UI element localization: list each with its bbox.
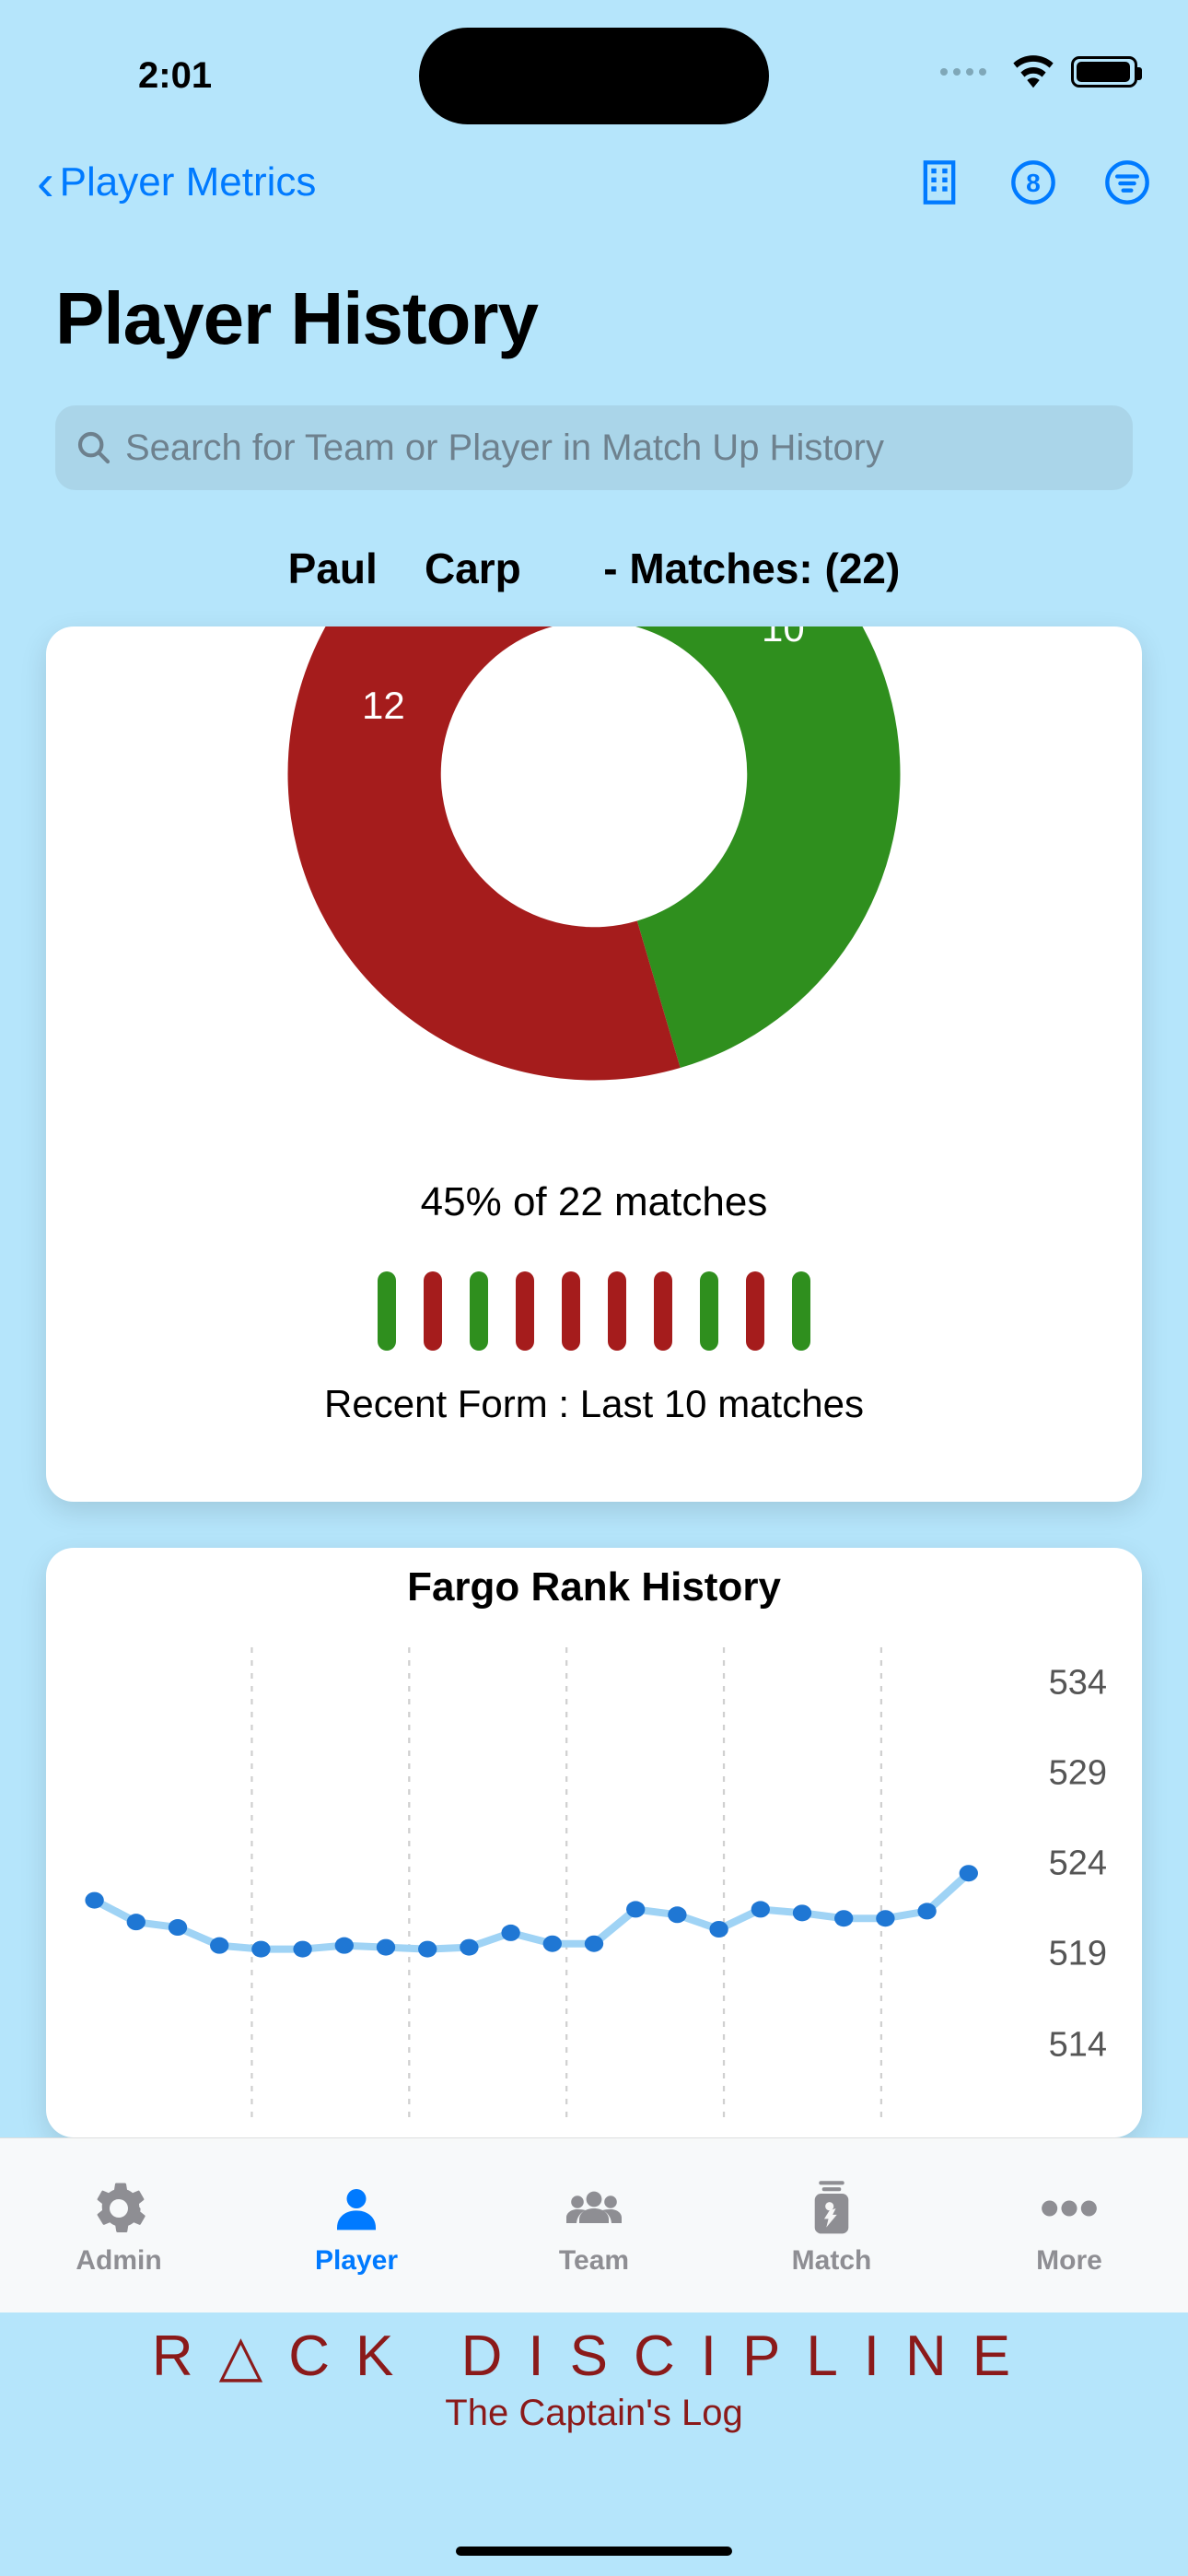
win-loss-card: 12 10 45% of 22 matches Recent Form : Las… (46, 626, 1142, 1502)
group-icon (565, 2179, 623, 2238)
tab-label: Admin (76, 2245, 161, 2277)
tab-match[interactable]: Match (740, 2179, 924, 2277)
status-indicators (940, 55, 1137, 88)
fargo-chart-title: Fargo Rank History (74, 1564, 1114, 1610)
eight-ball-icon[interactable]: 8 (1009, 158, 1057, 206)
form-bar (378, 1271, 396, 1351)
gear-icon (89, 2179, 148, 2238)
status-time: 2:01 (138, 55, 212, 97)
recent-form-caption: Recent Form : Last 10 matches (46, 1382, 1142, 1426)
y-axis-tick: 534 (1049, 1664, 1107, 1704)
search-icon (76, 429, 112, 466)
brand-footer: R△CK DISCIPLINE The Captain's Log (0, 2322, 1188, 2434)
win-loss-donut-chart: 12 10 (272, 626, 916, 1096)
form-bar (470, 1271, 488, 1351)
player-match-count: - Matches: (22) (603, 544, 900, 592)
recent-form-bars (46, 1271, 1142, 1351)
more-icon (1040, 2179, 1099, 2238)
form-bar (562, 1271, 580, 1351)
battery-icon (1071, 56, 1137, 88)
donut-slice-label: 10 (762, 626, 805, 650)
form-bar (792, 1271, 810, 1351)
brand-subtitle: The Captain's Log (0, 2393, 1188, 2434)
tab-admin[interactable]: Admin (27, 2179, 211, 2277)
wifi-icon (1012, 55, 1054, 88)
brand-title: R△CK DISCIPLINE (0, 2322, 1188, 2389)
tab-label: Player (315, 2245, 398, 2277)
player-name-first: Paul (288, 544, 378, 592)
filter-icon[interactable] (1103, 158, 1151, 206)
cellular-dots-icon (940, 68, 986, 76)
building-icon[interactable] (915, 158, 963, 206)
person-icon (327, 2179, 386, 2238)
y-axis-tick: 529 (1049, 1754, 1107, 1794)
tab-bar: Admin Player Team Match More (0, 2137, 1188, 2313)
form-bar (516, 1271, 534, 1351)
page-title: Player History (55, 276, 538, 361)
player-name-last: Carp (425, 544, 521, 592)
home-indicator (456, 2547, 732, 2556)
device-notch (419, 28, 769, 124)
form-bar (654, 1271, 672, 1351)
win-percentage-text: 45% of 22 matches (46, 1179, 1142, 1225)
search-bar[interactable] (55, 405, 1133, 490)
y-axis-tick: 514 (1049, 2025, 1107, 2065)
fargo-rank-card: Fargo Rank History 514 519 524 529 534 (46, 1548, 1142, 2137)
back-button[interactable]: ‹ Player Metrics (37, 157, 316, 208)
tab-label: More (1036, 2245, 1102, 2277)
back-label: Player Metrics (60, 159, 317, 205)
fargo-line-chart: 514 519 524 529 534 (74, 1638, 1114, 2136)
form-bar (608, 1271, 626, 1351)
tab-team[interactable]: Team (502, 2179, 686, 2277)
y-axis-tick: 519 (1049, 1935, 1107, 1974)
tab-more[interactable]: More (977, 2179, 1161, 2277)
chevron-left-icon: ‹ (37, 157, 54, 208)
form-bar (700, 1271, 718, 1351)
status-bar: 2:01 (0, 0, 1188, 111)
form-bar (424, 1271, 442, 1351)
y-axis-tick: 524 (1049, 1844, 1107, 1884)
donut-slice-label: 12 (362, 684, 405, 728)
search-input[interactable] (125, 427, 1112, 469)
nav-bar: ‹ Player Metrics 8 (0, 157, 1188, 208)
match-icon (802, 2179, 861, 2238)
svg-text:8: 8 (1026, 169, 1041, 197)
tab-label: Match (792, 2245, 872, 2277)
player-subtitle: Paul Carp - Matches: (22) (0, 544, 1188, 593)
tab-player[interactable]: Player (264, 2179, 448, 2277)
form-bar (746, 1271, 764, 1351)
tab-label: Team (559, 2245, 629, 2277)
